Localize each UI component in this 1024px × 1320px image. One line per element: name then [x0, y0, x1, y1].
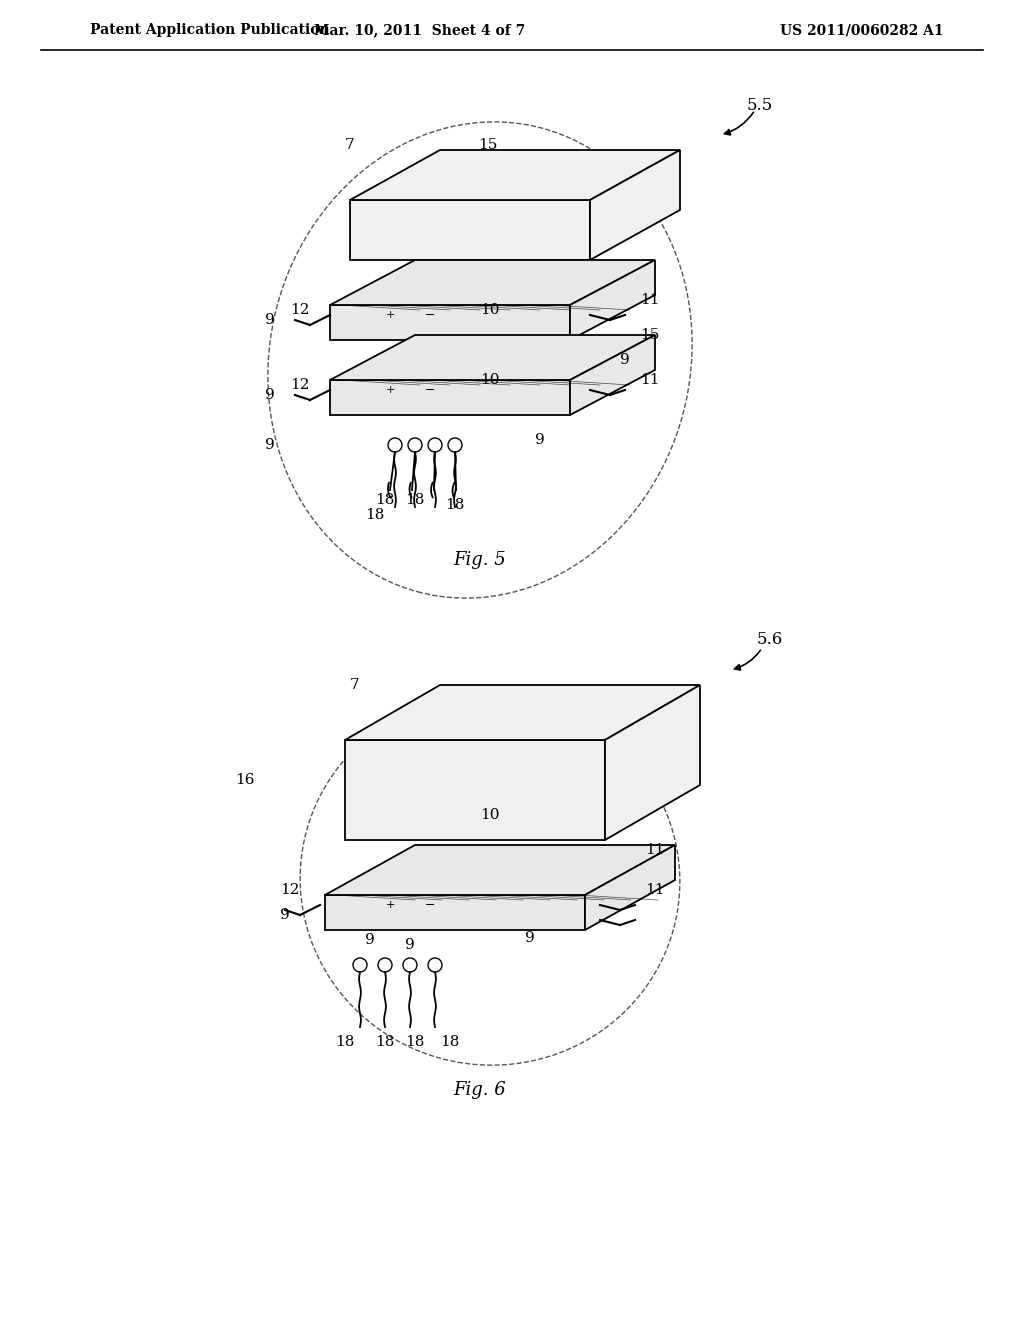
Text: US 2011/0060282 A1: US 2011/0060282 A1	[780, 22, 944, 37]
Polygon shape	[330, 380, 570, 414]
Text: +: +	[385, 385, 394, 395]
Text: 12: 12	[290, 304, 309, 317]
Text: 18: 18	[440, 1035, 460, 1049]
Polygon shape	[345, 741, 605, 840]
Text: 9: 9	[281, 908, 290, 921]
Text: Fig. 5: Fig. 5	[454, 550, 507, 569]
Polygon shape	[330, 335, 655, 380]
Text: −: −	[425, 899, 435, 912]
Text: +: +	[385, 310, 394, 319]
Text: 18: 18	[406, 492, 425, 507]
Text: 18: 18	[366, 508, 385, 521]
Text: 11: 11	[640, 293, 659, 308]
Text: −: −	[425, 384, 435, 396]
Text: 9: 9	[265, 313, 274, 327]
Text: 9: 9	[406, 939, 415, 952]
Text: 11: 11	[645, 843, 665, 857]
Text: 18: 18	[376, 492, 394, 507]
Text: 15: 15	[478, 139, 498, 152]
Polygon shape	[330, 305, 570, 341]
Polygon shape	[350, 201, 590, 260]
Polygon shape	[590, 150, 680, 260]
Text: 10: 10	[480, 374, 500, 387]
Text: 10: 10	[480, 304, 500, 317]
Polygon shape	[570, 335, 655, 414]
Text: 7: 7	[345, 139, 354, 152]
Polygon shape	[350, 150, 680, 201]
Text: 16: 16	[236, 774, 255, 787]
Text: 9: 9	[366, 933, 375, 946]
Polygon shape	[585, 845, 675, 931]
Polygon shape	[325, 845, 675, 895]
Polygon shape	[330, 260, 655, 305]
Text: 11: 11	[640, 374, 659, 387]
Polygon shape	[570, 260, 655, 341]
Polygon shape	[345, 685, 700, 741]
Text: Mar. 10, 2011  Sheet 4 of 7: Mar. 10, 2011 Sheet 4 of 7	[314, 22, 525, 37]
Text: 9: 9	[621, 352, 630, 367]
Text: 15: 15	[640, 327, 659, 342]
Text: 18: 18	[376, 1035, 394, 1049]
Text: +: +	[385, 900, 394, 909]
Text: 9: 9	[525, 931, 535, 945]
Text: 9: 9	[265, 438, 274, 451]
Text: 9: 9	[536, 433, 545, 447]
Text: −: −	[425, 309, 435, 322]
Text: 9: 9	[265, 388, 274, 403]
Text: 18: 18	[406, 1035, 425, 1049]
Text: Fig. 6: Fig. 6	[454, 1081, 507, 1100]
Polygon shape	[325, 895, 585, 931]
Text: 5.5: 5.5	[746, 96, 773, 114]
Text: 12: 12	[281, 883, 300, 898]
Text: 18: 18	[335, 1035, 354, 1049]
Text: 5.6: 5.6	[757, 631, 783, 648]
Text: 10: 10	[480, 808, 500, 822]
Text: 18: 18	[445, 498, 465, 512]
Text: Patent Application Publication: Patent Application Publication	[90, 22, 330, 37]
Text: 7: 7	[350, 678, 359, 692]
Text: 11: 11	[645, 883, 665, 898]
Polygon shape	[605, 685, 700, 840]
Text: 12: 12	[290, 378, 309, 392]
